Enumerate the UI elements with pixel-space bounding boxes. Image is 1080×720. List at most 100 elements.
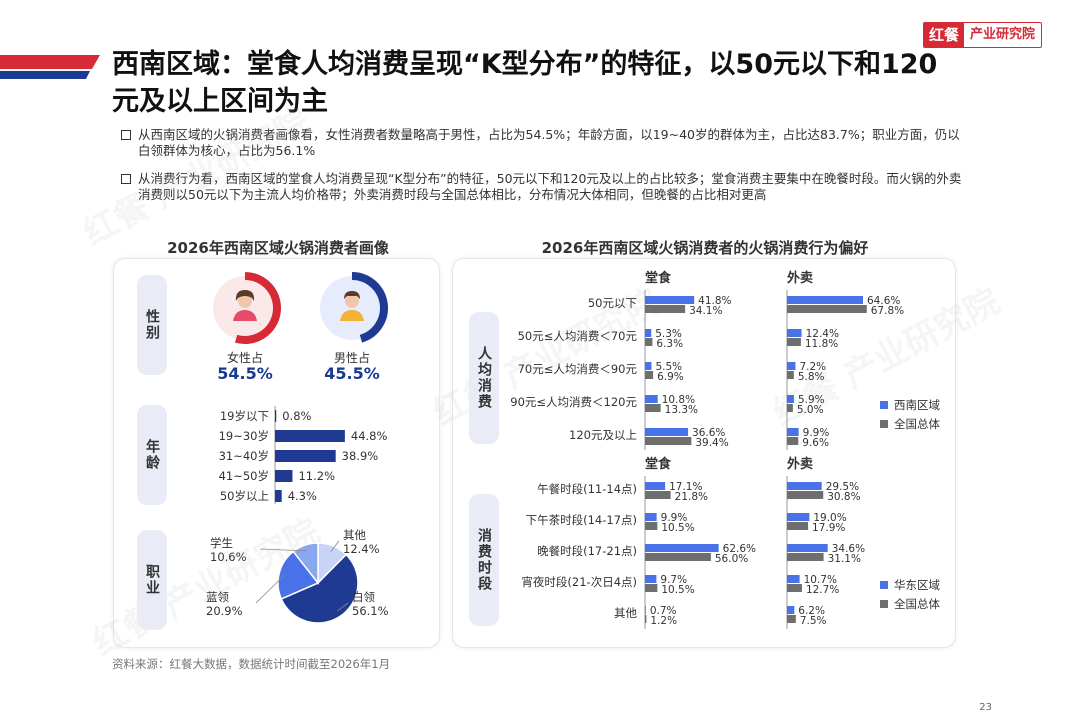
dine-region-value: 17.1% — [669, 481, 702, 493]
takeout-region-bar — [787, 362, 796, 370]
takeout-region-value: 34.6% — [832, 543, 865, 555]
category-occupation: 职业 — [137, 530, 167, 630]
takeout-region-value: 10.7% — [804, 574, 837, 586]
occupation-leader-line — [259, 548, 307, 552]
occupation-slice — [280, 553, 359, 624]
row-category-label: 晚餐时段(17-21点) — [537, 544, 637, 558]
takeout-region-value: 12.4% — [806, 328, 839, 340]
dine-region-value: 9.9% — [661, 512, 688, 524]
legend-nation-label: 全国总体 — [894, 417, 940, 431]
dine-region-value: 5.3% — [655, 328, 682, 340]
takeout-region-bar — [787, 329, 802, 337]
male-arc — [351, 272, 388, 343]
bullet-square-icon — [121, 174, 131, 184]
dine-region-bar — [645, 395, 658, 403]
takeout-nation-value: 30.8% — [827, 491, 860, 503]
legend-nation-label: 全国总体 — [894, 597, 940, 611]
legend-nation-swatch — [880, 420, 888, 428]
page-title: 西南区域：堂食人均消费呈现“K型分布”的特征，以50元以下和120元及以上区间为… — [112, 49, 938, 117]
takeout-region-bar — [787, 513, 810, 521]
takeout-region-value: 6.2% — [798, 605, 825, 617]
bullet-square-icon — [121, 130, 131, 140]
male-hair-icon — [344, 291, 360, 299]
dine-in-header: 堂食 — [645, 456, 672, 472]
dine-nation-value: 13.3% — [665, 404, 698, 416]
age-bar — [275, 490, 282, 502]
logo-text: 产业研究院 — [969, 27, 1035, 42]
occupation-leader-line — [255, 574, 286, 604]
bullet-2-text: 从消费行为看，西南区域的堂食人均消费呈现“K型分布”的特征，50元以下和120元… — [138, 171, 962, 202]
dine-region-bar — [645, 329, 652, 337]
takeout-nation-value: 5.8% — [798, 371, 825, 383]
price-bar-chart: 堂食 外卖 50元以下 41.8%34.1% 64.6%67.8% 50元≤人均消费＜70… — [510, 270, 940, 450]
dine-region-bar — [645, 513, 657, 521]
takeout-nation-bar — [787, 615, 796, 623]
age-bar — [275, 430, 345, 442]
occupation-leader-line — [330, 540, 340, 552]
takeout-region-value: 7.2% — [799, 361, 826, 373]
takeout-nation-value: 12.7% — [806, 584, 839, 596]
row-category-label: 午餐时段(11-14点) — [537, 482, 637, 496]
takeout-region-bar — [787, 482, 822, 490]
dine-nation-bar — [645, 522, 658, 530]
female-hair-icon — [235, 290, 255, 301]
takeout-region-bar — [787, 428, 799, 436]
row-category-label: 50元≤人均消费＜70元 — [518, 329, 638, 343]
occupation-category-label: 其他 — [343, 528, 366, 542]
bullet-2: 从消费行为看，西南区域的堂食人均消费呈现“K型分布”的特征，50元以下和120元… — [118, 171, 968, 203]
takeout-header: 外卖 — [786, 456, 813, 472]
legend-region-swatch — [880, 581, 888, 589]
legend-region-swatch — [880, 401, 888, 409]
dine-region-value: 41.8% — [698, 295, 731, 307]
age-bar-chart: 19岁以下 0.8% 19~30岁 44.8% 31~40岁 38.9% 41~50岁 11.… — [219, 406, 387, 504]
legend-region-label: 西南区域 — [894, 398, 940, 412]
category-gender: 性别 — [137, 275, 167, 375]
takeout-nation-bar — [787, 437, 799, 445]
dine-nation-value: 34.1% — [689, 305, 722, 317]
takeout-nation-bar — [787, 584, 802, 592]
age-bar — [275, 450, 336, 462]
dine-nation-value: 6.9% — [657, 371, 684, 383]
occupation-slice — [277, 550, 320, 600]
bullet-1-text: 从西南区域的火锅消费者画像看，女性消费者数量略高于男性，占比为54.5%；年龄方… — [138, 127, 960, 158]
occupation-value-label: 20.9% — [206, 604, 243, 618]
occupation-category-label: 学生 — [210, 536, 233, 550]
age-category-label: 41~50岁 — [219, 469, 269, 483]
dine-region-value: 10.8% — [662, 394, 695, 406]
dine-in-header: 堂食 — [645, 270, 672, 286]
row-category-label: 120元及以上 — [569, 428, 637, 442]
takeout-nation-bar — [787, 338, 801, 346]
age-category-label: 19岁以下 — [220, 409, 269, 423]
takeout-nation-bar — [787, 305, 867, 313]
female-arc — [234, 272, 281, 344]
male-body-icon — [340, 310, 364, 321]
row-category-label: 其他 — [614, 606, 637, 620]
row-category-label: 宵夜时段(21-次日4点) — [521, 575, 637, 589]
age-value-label: 11.2% — [298, 469, 335, 483]
dine-region-value: 36.6% — [692, 427, 725, 439]
category-time: 消费时段 — [469, 494, 499, 626]
takeout-nation-value: 31.1% — [828, 553, 861, 565]
takeout-region-bar — [787, 296, 863, 304]
age-category-label: 19~30岁 — [219, 429, 269, 443]
legend-nation-swatch — [880, 600, 888, 608]
dine-region-bar — [645, 606, 646, 614]
female-donut — [213, 272, 281, 344]
takeout-region-bar — [787, 395, 794, 403]
dine-nation-bar — [645, 404, 661, 412]
header-stripe — [0, 55, 100, 79]
age-category-label: 50岁以上 — [220, 489, 269, 503]
right-panel — [452, 258, 956, 648]
female-value: 54.5% — [217, 364, 273, 383]
takeout-region-value: 9.9% — [803, 427, 830, 439]
takeout-region-value: 5.9% — [798, 394, 825, 406]
category-time-label: 消费时段 — [476, 528, 492, 592]
dine-nation-bar — [645, 437, 692, 445]
age-bar — [275, 410, 277, 422]
logo-mark: 红餐 — [923, 23, 964, 47]
takeout-header: 外卖 — [786, 270, 813, 286]
row-category-label: 50元以下 — [588, 296, 637, 310]
row-category-label: 下午茶时段(14-17点) — [526, 513, 637, 527]
takeout-nation-value: 5.0% — [797, 404, 824, 416]
dine-region-value: 9.7% — [660, 574, 687, 586]
